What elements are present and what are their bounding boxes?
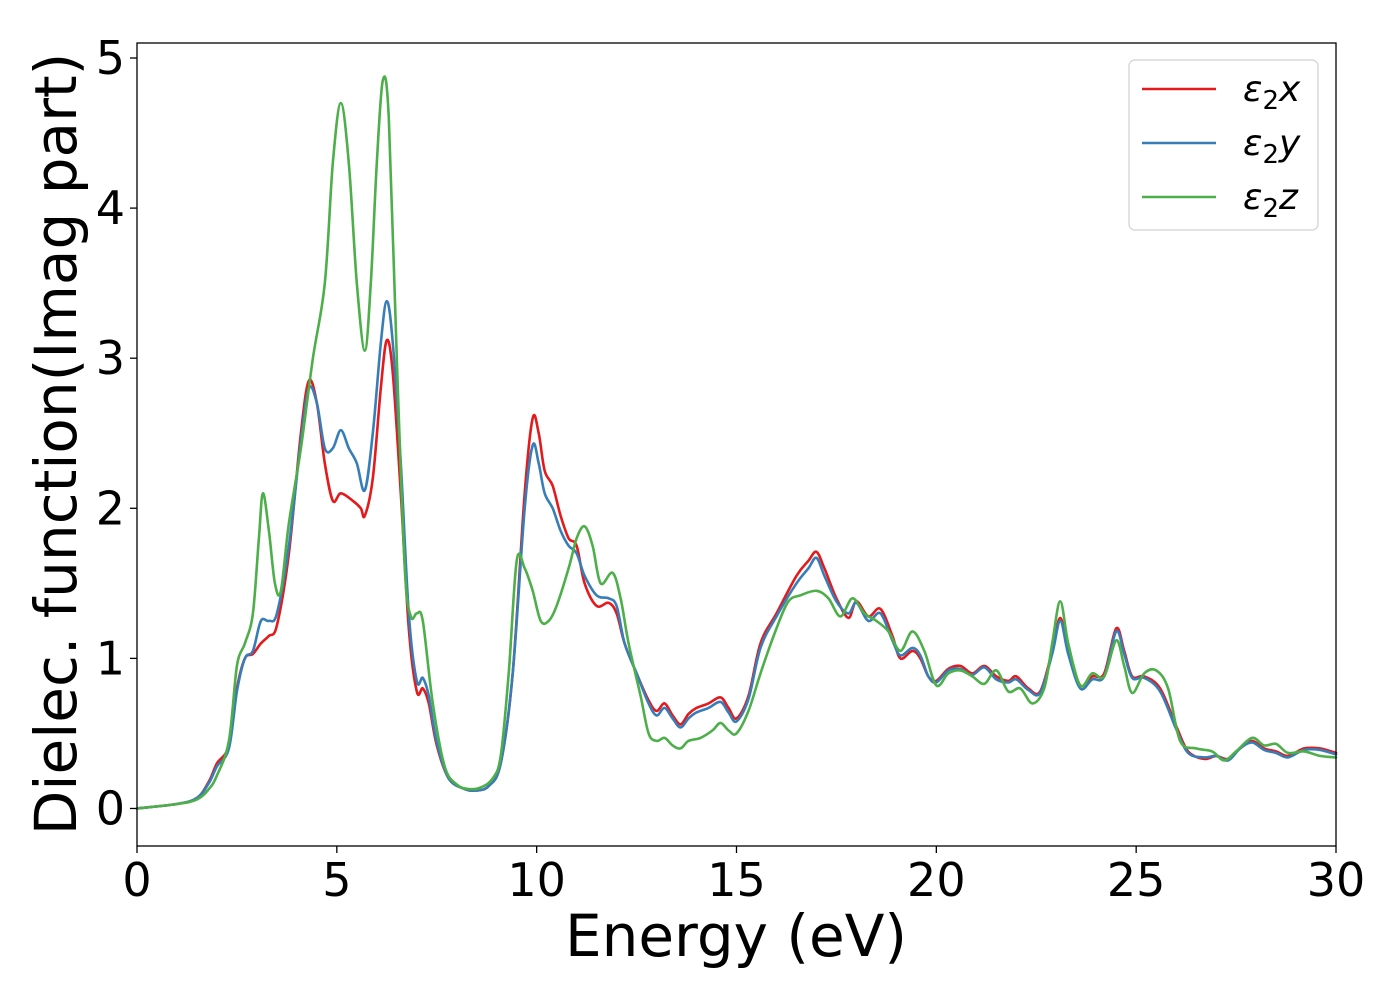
y-axis-ticks: 0 1 2 3 4 5 xyxy=(96,31,137,835)
legend-label-x: ε2x xyxy=(1243,69,1301,116)
legend-label-base: ε xyxy=(1243,177,1262,218)
series-line-z xyxy=(135,75,1338,810)
x-tick-label: 30 xyxy=(1307,853,1366,907)
legend-label-suffix: y xyxy=(1278,123,1301,164)
y-tick-label: 2 xyxy=(96,481,125,535)
legend-label-subscript: 2 xyxy=(1262,86,1279,116)
legend-label-suffix: x xyxy=(1278,69,1301,110)
x-tick-label: 25 xyxy=(1107,853,1166,907)
y-tick-label: 0 xyxy=(96,781,125,835)
x-tick-label: 0 xyxy=(122,853,151,907)
legend-label-base: ε xyxy=(1243,69,1262,110)
legend-label-z: ε2z xyxy=(1243,177,1299,224)
y-tick-label: 5 xyxy=(96,31,125,85)
x-tick-label: 20 xyxy=(907,853,966,907)
series-line-y xyxy=(135,299,1338,810)
x-tick-label: 5 xyxy=(322,853,351,907)
y-tick-label: 3 xyxy=(96,331,125,385)
x-tick-label: 15 xyxy=(707,853,766,907)
legend-box xyxy=(1128,59,1319,231)
legend-label-base: ε xyxy=(1243,123,1262,164)
x-axis-label: Energy (eV) xyxy=(565,902,907,970)
y-tick-label: 4 xyxy=(96,181,125,235)
series-layer xyxy=(135,75,1338,810)
legend-label-subscript: 2 xyxy=(1262,140,1279,170)
series-line-x xyxy=(135,338,1338,810)
x-axis-ticks: 0 5 10 15 20 25 30 xyxy=(122,846,1365,907)
legend-label-subscript: 2 xyxy=(1262,194,1279,224)
legend-label-y: ε2y xyxy=(1243,123,1301,170)
legend-label-suffix: z xyxy=(1278,177,1299,218)
y-tick-label: 1 xyxy=(96,631,125,685)
x-tick-label: 10 xyxy=(507,853,566,907)
y-axis-label: Dielec. function(Imag part) xyxy=(22,53,90,836)
